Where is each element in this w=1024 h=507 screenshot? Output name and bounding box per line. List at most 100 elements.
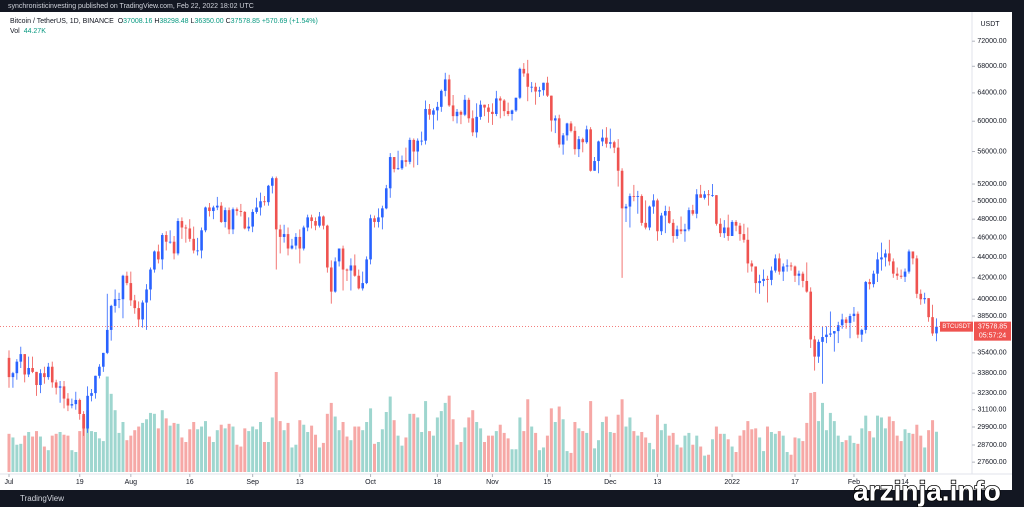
candle-body — [801, 273, 805, 281]
volume-bar — [640, 432, 644, 472]
volume-bar — [773, 433, 777, 472]
candle-body — [125, 275, 129, 284]
volume-bar — [188, 429, 192, 472]
last-symbol-box — [940, 321, 973, 332]
volume-bar — [565, 451, 569, 472]
candle-body — [192, 238, 196, 251]
candle-body — [388, 157, 392, 189]
candle-body — [683, 229, 687, 232]
volume-bar — [836, 435, 840, 472]
candle-body — [730, 221, 734, 236]
volume-bar — [872, 437, 876, 472]
candle-body — [137, 308, 140, 320]
candle-body — [597, 141, 600, 162]
candle-body — [856, 313, 860, 335]
volume-bar — [663, 423, 667, 472]
candle-body — [333, 261, 337, 292]
logo: TradingView — [20, 494, 64, 503]
volume-bar — [502, 432, 506, 472]
volume-bar — [769, 432, 773, 472]
candle-body — [337, 248, 341, 262]
candle-body — [467, 99, 471, 119]
volume-bar — [923, 447, 927, 472]
volume-bar — [459, 442, 463, 472]
candle-body — [416, 140, 420, 152]
candle-body — [601, 137, 604, 142]
candle-body — [373, 218, 376, 222]
candle-body — [605, 137, 608, 144]
volume-bar — [828, 412, 832, 472]
candle-body — [506, 111, 510, 114]
candle-body — [734, 221, 738, 226]
volume-bar — [133, 430, 137, 472]
candle-body — [719, 223, 722, 234]
volume-bar — [644, 437, 648, 472]
candle-body — [345, 269, 349, 271]
volume-bar — [349, 440, 353, 472]
volume-bar — [54, 433, 58, 472]
candle-body — [443, 79, 447, 91]
vol-label: Vol — [10, 28, 20, 35]
volume-bar — [486, 435, 490, 472]
volume-bar — [581, 431, 585, 472]
volume-bar — [310, 425, 314, 472]
volume-bar — [530, 426, 534, 472]
candle-body — [294, 236, 298, 246]
candle-body — [546, 82, 549, 96]
volume-bar — [215, 430, 219, 472]
candle-body — [70, 404, 74, 406]
volume-bar — [168, 425, 172, 472]
volume-bar — [251, 426, 255, 472]
volume-bar — [439, 411, 443, 472]
volume-bar — [797, 438, 801, 472]
candle-body — [208, 207, 211, 212]
y-tick-label: 32300.00 — [977, 390, 1006, 397]
volume-bar — [919, 435, 923, 472]
candle-body — [105, 329, 109, 353]
volume-bar — [498, 424, 502, 472]
volume-bar — [597, 440, 600, 472]
volume-bar — [86, 410, 90, 472]
candle-body — [860, 329, 864, 335]
candle-body — [667, 211, 671, 223]
volume-bar — [46, 450, 50, 472]
volume-bar — [793, 437, 797, 472]
candle-body — [267, 185, 270, 203]
volume-bar — [636, 435, 640, 472]
volume-bar — [58, 432, 62, 472]
volume-bar — [895, 435, 899, 472]
volume-bar — [207, 436, 211, 472]
volume-bar — [19, 443, 23, 472]
volume-bar — [353, 426, 357, 472]
y-tick-label: 38500.00 — [977, 313, 1006, 320]
y-tick-label: 60000.00 — [977, 118, 1006, 125]
c-value: 37578.85 — [231, 18, 260, 25]
x-tick-label: 17 — [791, 479, 799, 486]
candle-body — [15, 361, 19, 374]
candle-body — [145, 289, 148, 303]
candle-body — [168, 241, 172, 243]
candle-body — [632, 196, 636, 197]
x-tick-label: 13 — [654, 479, 662, 486]
volume-bar — [545, 435, 549, 472]
volume-bar — [844, 440, 848, 472]
volume-bar — [852, 442, 856, 472]
volume-bar — [428, 431, 432, 472]
candle-body — [27, 368, 30, 375]
volume-bar — [659, 430, 663, 472]
candle-body — [777, 258, 781, 272]
candle-body — [436, 106, 439, 111]
volume-bar — [15, 444, 19, 472]
volume-bar — [282, 430, 286, 472]
change: +570.69 (+1.54%) — [262, 18, 318, 25]
volume-bar — [699, 446, 703, 472]
candle-body — [711, 195, 714, 196]
candle-body — [836, 325, 840, 332]
volume-bar — [589, 401, 593, 472]
candle-body — [797, 273, 801, 276]
volume-bar — [404, 437, 408, 472]
volume-bar — [192, 422, 196, 472]
o-value: 37008.16 — [123, 18, 152, 25]
volume-bar — [270, 417, 274, 472]
